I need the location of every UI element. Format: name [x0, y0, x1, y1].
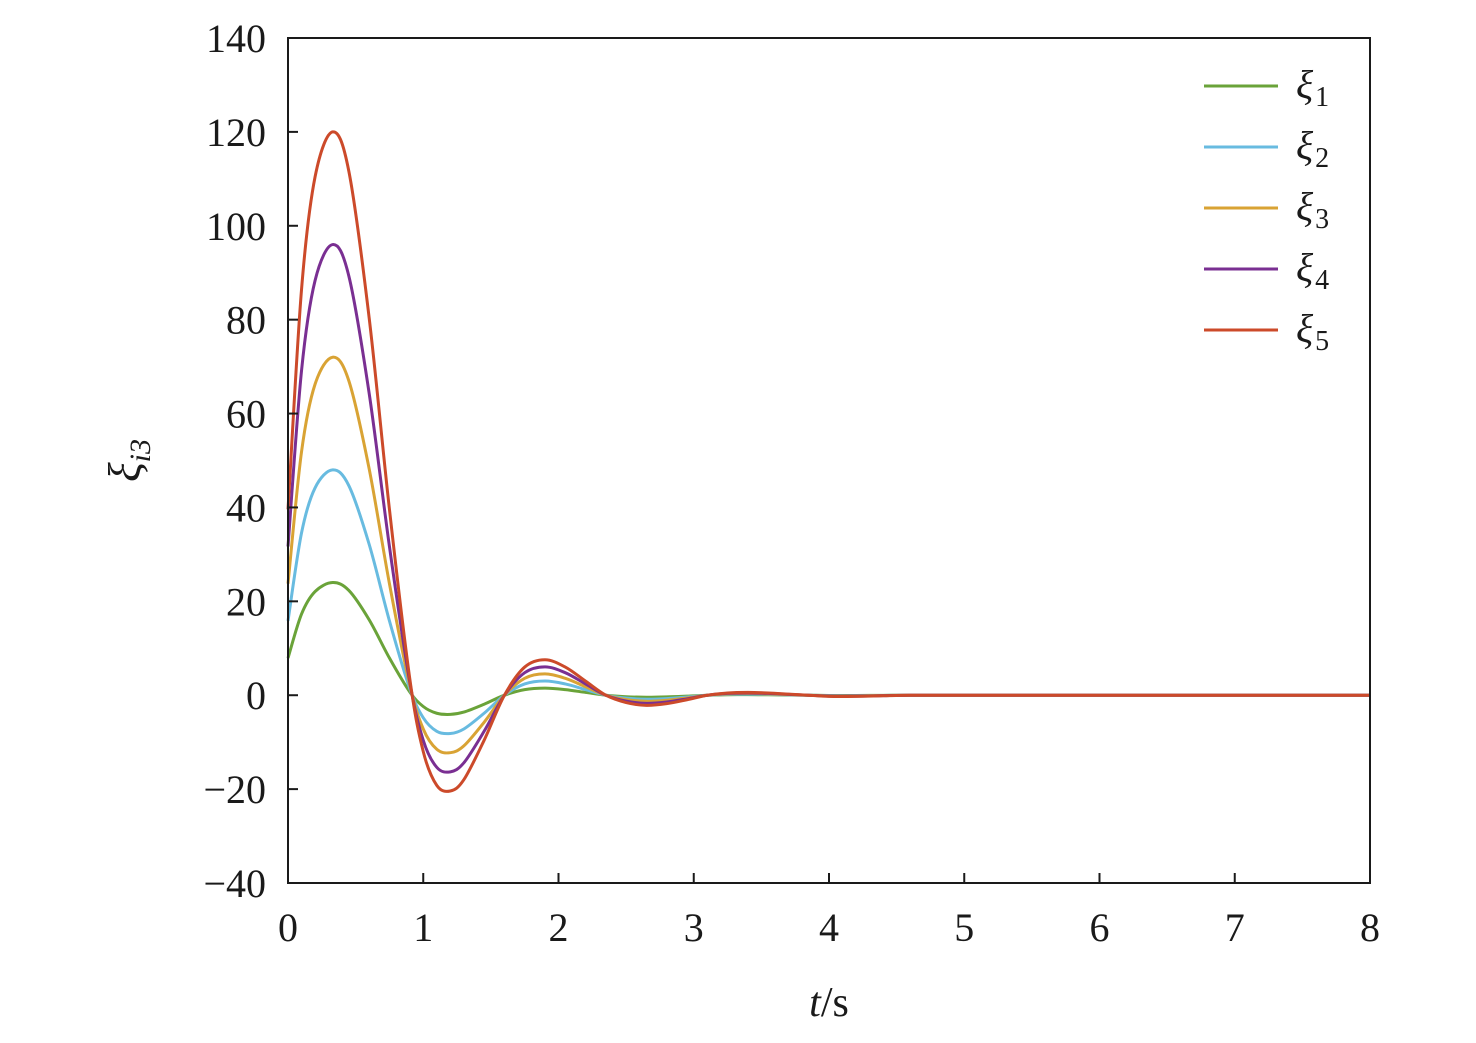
legend: ξ1 ξ2 ξ3 ξ4 ξ5 — [1204, 62, 1329, 357]
y-tick-label: −20 — [203, 767, 266, 812]
series-line-3 — [286, 355, 1370, 755]
y-axis-label-var: ξ — [99, 462, 150, 482]
y-tick-label: 20 — [226, 579, 266, 624]
x-tick-label: 5 — [954, 905, 974, 950]
y-tick-label: 100 — [206, 204, 266, 249]
legend-label-2: ξ2 — [1296, 123, 1329, 174]
y-tick-label: −40 — [203, 861, 266, 906]
legend-label-5: ξ5 — [1296, 306, 1329, 357]
x-axis-label: t/s — [809, 980, 849, 1026]
x-tick-label: 0 — [278, 905, 298, 950]
x-tick-label: 6 — [1090, 905, 1110, 950]
x-tick-label: 1 — [413, 905, 433, 950]
x-axis-label-unit: /s — [821, 980, 849, 1026]
series-layer — [286, 130, 1370, 793]
legend-label-1: ξ1 — [1296, 62, 1329, 113]
y-tick-label: 120 — [206, 110, 266, 155]
x-tick-label: 7 — [1225, 905, 1245, 950]
plot-frame — [287, 37, 1371, 884]
legend-label-3: ξ3 — [1296, 184, 1329, 235]
series-line-4 — [286, 243, 1370, 774]
x-tick-label: 2 — [549, 905, 569, 950]
x-axis-label-var: t — [809, 980, 822, 1026]
ticks-layer: 0 1 2 3 4 5 6 7 8 −40 −20 0 20 40 60 80 100 120 140 — [203, 16, 1380, 950]
y-axis-label: ξi3 — [99, 439, 157, 482]
y-axis-label-sub: i3 — [124, 439, 157, 462]
x-tick-label: 4 — [819, 905, 839, 950]
y-tick-label: 60 — [226, 392, 266, 437]
x-tick-label: 3 — [684, 905, 704, 950]
y-tick-label: 140 — [206, 16, 266, 61]
series-line-5 — [286, 130, 1370, 793]
y-tick-label: 0 — [246, 673, 266, 718]
x-tick-label: 8 — [1360, 905, 1380, 950]
y-tick-label: 80 — [226, 298, 266, 343]
y-tick-label: 40 — [226, 485, 266, 530]
legend-label-4: ξ4 — [1296, 245, 1329, 296]
